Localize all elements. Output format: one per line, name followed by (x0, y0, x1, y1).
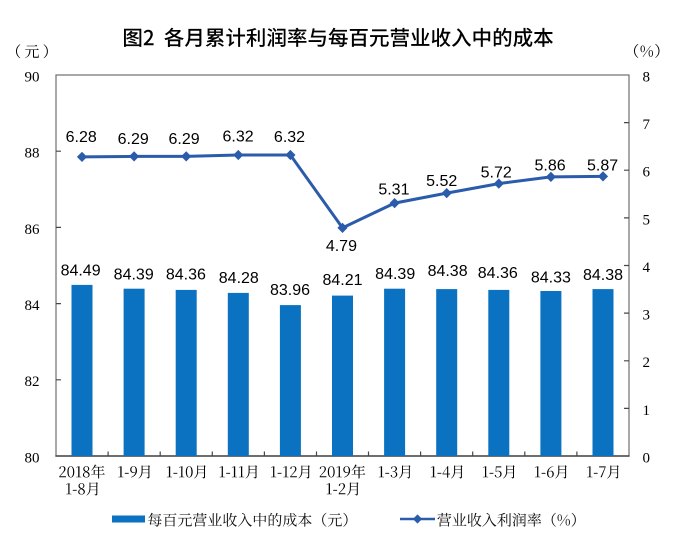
svg-text:84.39: 84.39 (375, 266, 415, 283)
svg-text:84.36: 84.36 (166, 267, 206, 284)
svg-text:7: 7 (643, 117, 651, 133)
svg-text:83.96: 83.96 (270, 282, 310, 299)
svg-text:5.52: 5.52 (426, 173, 457, 190)
svg-text:8: 8 (643, 69, 651, 85)
svg-text:4: 4 (643, 260, 651, 276)
svg-text:2: 2 (643, 355, 651, 371)
svg-text:84.39: 84.39 (114, 267, 154, 284)
svg-text:84.38: 84.38 (583, 267, 623, 284)
svg-text:5: 5 (643, 212, 651, 228)
svg-text:6.32: 6.32 (274, 129, 305, 146)
svg-text:6.29: 6.29 (118, 131, 149, 148)
svg-text:86: 86 (25, 222, 41, 238)
svg-text:84.21: 84.21 (322, 272, 362, 289)
svg-text:3: 3 (643, 308, 651, 324)
svg-text:5.31: 5.31 (378, 181, 409, 198)
svg-text:84.33: 84.33 (531, 269, 571, 286)
svg-text:0: 0 (643, 450, 651, 466)
svg-text:84.28: 84.28 (219, 270, 259, 287)
svg-text:84: 84 (25, 298, 41, 314)
svg-text:6.29: 6.29 (169, 131, 200, 148)
svg-text:84.36: 84.36 (478, 265, 518, 282)
svg-text:6.32: 6.32 (223, 128, 254, 145)
svg-text:84.38: 84.38 (428, 263, 468, 280)
svg-text:90: 90 (25, 69, 40, 85)
svg-text:6: 6 (643, 165, 651, 181)
svg-text:88: 88 (25, 146, 40, 162)
svg-text:6.28: 6.28 (66, 129, 97, 146)
svg-text:5.87: 5.87 (587, 158, 618, 175)
svg-text:80: 80 (25, 450, 40, 466)
svg-text:84.49: 84.49 (61, 262, 101, 279)
svg-text:82: 82 (25, 374, 40, 390)
svg-text:1: 1 (643, 403, 651, 419)
svg-text:4.79: 4.79 (326, 238, 357, 255)
svg-text:5.86: 5.86 (535, 158, 566, 175)
svg-text:5.72: 5.72 (481, 165, 512, 182)
